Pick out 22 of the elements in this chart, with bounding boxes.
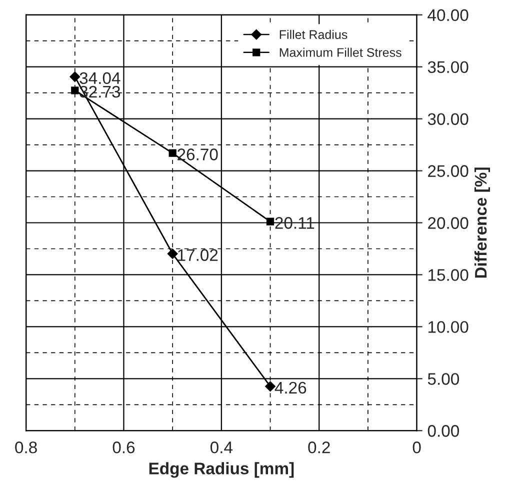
legend-label: Fillet Radius <box>280 30 348 40</box>
y-tick-label: 15.00 <box>428 269 468 281</box>
data-label: 4.26 <box>274 382 306 394</box>
x-tick-label: 0.4 <box>210 442 233 454</box>
y-tick-label: 25.00 <box>428 165 468 177</box>
y-tick-label: 40.00 <box>428 9 468 22</box>
data-label: 26.70 <box>178 148 218 160</box>
y-axis-title: Difference [%] <box>474 168 490 278</box>
data-label: 17.02 <box>178 249 218 261</box>
x-tick-label: 0.8 <box>15 442 37 454</box>
y-tick-label: 35.00 <box>428 61 468 74</box>
x-tick-label: 0.2 <box>308 442 330 454</box>
y-tick-label: 20.00 <box>428 217 468 229</box>
legend-label: Maximum Fillet Stress <box>280 48 402 57</box>
y-tick-label: 10.00 <box>428 321 468 333</box>
x-tick-label: 0.6 <box>112 442 135 454</box>
y-tick-label: 30.00 <box>428 113 468 126</box>
y-tick-label: 0.00 <box>428 425 460 437</box>
y-tick-label: 5.00 <box>428 373 460 385</box>
x-tick-label: 0 <box>412 442 421 454</box>
data-label: 34.04 <box>80 72 120 84</box>
x-axis-title: Edge Radius [mm] <box>149 462 294 478</box>
